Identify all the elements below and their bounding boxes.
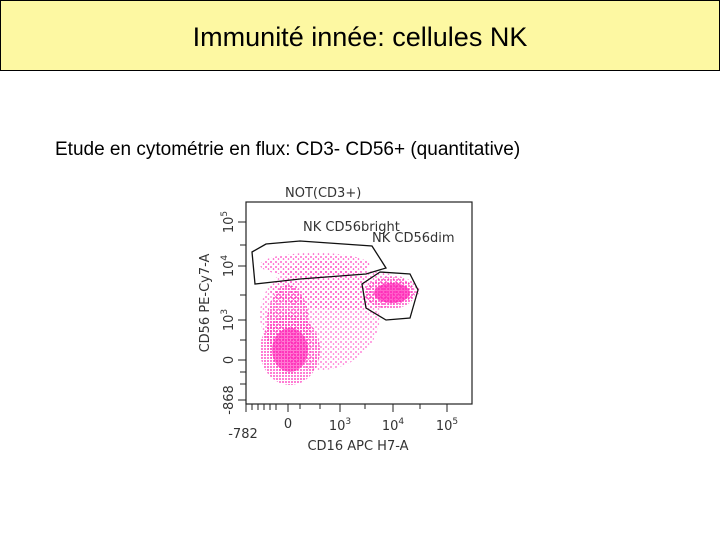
gate-label: NK CD56dim: [372, 231, 455, 246]
tick-label: 104: [220, 255, 237, 278]
tick-label: -868: [222, 385, 237, 415]
tick-exp: 5: [452, 417, 458, 427]
tick-base: 0: [284, 417, 292, 432]
tick-label: 105: [436, 417, 458, 434]
tick-base: 10: [436, 419, 453, 434]
y-axis-label: CD56 PE-Cy7-A: [198, 253, 213, 352]
tick-base: 10: [222, 315, 237, 332]
x-axis-label: CD16 APC H7-A: [307, 439, 408, 454]
tick-label: 103: [329, 417, 351, 434]
event-cloud: [260, 253, 420, 385]
tick-exp: 4: [220, 255, 230, 261]
axis-ticks: [238, 221, 448, 412]
tick-base: 10: [222, 261, 237, 278]
tick-base: 10: [382, 419, 399, 434]
tick-base: 10: [329, 419, 346, 434]
tick-label: 0: [284, 417, 292, 432]
title-box: [0, 0, 720, 71]
tick-exp: 3: [345, 417, 351, 427]
gate-bright: [251, 240, 388, 285]
tick-base: 0: [222, 356, 237, 364]
flow-plot: NOT(CD3+) NK CD56bright NK CD56dim CD56 …: [198, 186, 473, 454]
subtitle: Etude en cytométrie en flux: CD3- CD56+ …: [55, 139, 520, 160]
plot-title: NOT(CD3+): [285, 186, 361, 201]
gate-label: NK CD56bright: [303, 220, 400, 235]
tick-label: -782: [228, 427, 258, 442]
tick-label: 103: [220, 309, 237, 331]
slide-title: Immunité innée: cellules NK: [193, 22, 528, 52]
tick-base: -782: [228, 427, 258, 442]
tick-base: 10: [222, 217, 237, 234]
tick-label: 0: [222, 356, 237, 364]
tick-label: 105: [220, 211, 237, 233]
tick-exp: 3: [220, 309, 230, 315]
tick-exp: 4: [398, 417, 404, 427]
tick-exp: 5: [220, 211, 230, 217]
tick-base: -868: [222, 385, 237, 415]
tick-label: 104: [382, 417, 405, 434]
gate-dim: [361, 271, 419, 321]
